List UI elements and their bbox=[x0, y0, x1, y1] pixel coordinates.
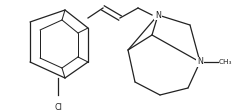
Text: Cl: Cl bbox=[54, 103, 62, 112]
Text: N: N bbox=[155, 11, 161, 19]
Text: N: N bbox=[197, 57, 203, 67]
Text: CH₃: CH₃ bbox=[219, 59, 232, 65]
